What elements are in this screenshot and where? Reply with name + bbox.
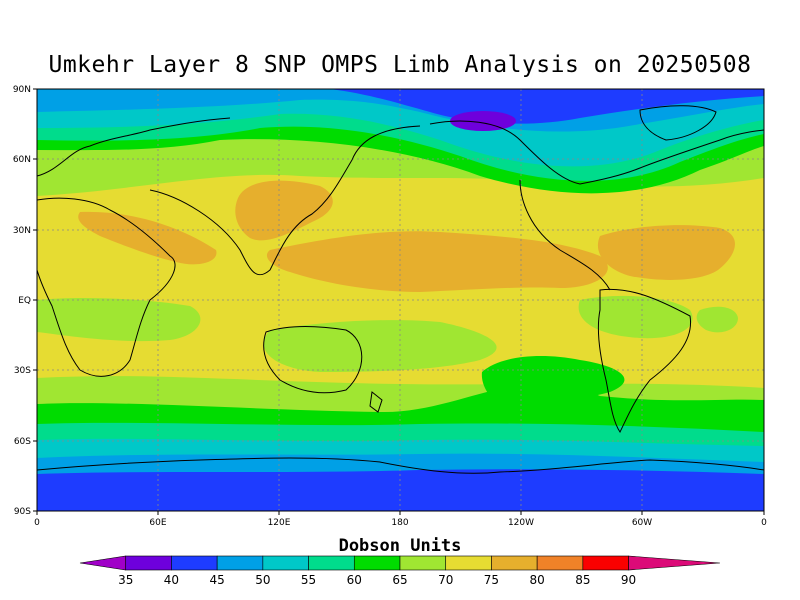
colorbar-cell	[628, 555, 721, 571]
colorbar-cell	[308, 555, 355, 571]
colorbar-cell	[445, 555, 492, 571]
blob-tropics-70-a	[37, 298, 201, 342]
colorbar: 35 40 45 50 55 60 65 70 75 80 85 90	[79, 555, 721, 587]
colorbar-tick-label: 50	[255, 573, 270, 587]
lon-tick-label: 120E	[268, 518, 291, 528]
colorbar-tick-label: 45	[210, 573, 225, 587]
blob-south-pacific-65	[481, 356, 625, 414]
blob-tropics-70-b	[578, 295, 693, 339]
colorbar-tick-label: 75	[484, 573, 499, 587]
colorbar-tick-label: 80	[530, 573, 545, 587]
lat-tick-label: 90S	[14, 507, 31, 517]
colorbar-tick-label: 35	[118, 573, 133, 587]
colorbar-tick-label: 90	[621, 573, 636, 587]
blob-atlantic-80	[78, 211, 217, 265]
lon-tick-label: 180	[391, 518, 408, 528]
band-south-45	[37, 469, 764, 511]
blob-asia-80	[235, 180, 333, 241]
band-north-45	[330, 89, 764, 124]
colorbar-cell	[582, 555, 629, 571]
colorbar-tick-label: 70	[438, 573, 453, 587]
coast-south-america	[597, 288, 692, 433]
blob-pacific-80	[266, 231, 608, 292]
colorbar-tick-label: 60	[347, 573, 362, 587]
coast-greenland	[639, 105, 717, 141]
tick-marks	[33, 88, 765, 515]
coast-australia	[263, 326, 363, 394]
blob-north-pacific-40	[450, 111, 516, 131]
colorbar-cell	[536, 555, 584, 571]
colorbar-cell	[399, 555, 447, 571]
blob-tropics-70-c	[696, 306, 738, 333]
coast-antarctica	[37, 457, 764, 474]
coast-nz	[369, 391, 383, 413]
lon-tick-label: 60W	[632, 518, 652, 528]
lat-tick-label: 30N	[13, 226, 31, 236]
coast-africa	[37, 197, 176, 377]
colorbar-cell	[125, 555, 172, 571]
blob-south-pacific-70	[263, 320, 497, 372]
colorbar-tick-label: 40	[164, 573, 179, 587]
lon-tick-label: 60E	[149, 518, 166, 528]
coast-north-america	[429, 120, 764, 291]
lon-tick-label: 0	[34, 518, 40, 528]
colorbar-tick-label: 85	[575, 573, 590, 587]
lat-tick-label: EQ	[18, 296, 31, 306]
colorbar-tick-label: 65	[392, 573, 407, 587]
coast-asia	[149, 125, 421, 276]
colorbar-label: Dobson Units	[338, 536, 462, 556]
lat-tick-label: 60S	[14, 437, 31, 447]
colorbar-tick-label: 55	[301, 573, 316, 587]
lat-tick-label: 60N	[13, 155, 31, 165]
colorbar-cell	[491, 555, 538, 571]
colorbar-cell	[216, 555, 264, 571]
blob-carib-80	[597, 225, 735, 280]
colorbar-cell	[262, 555, 309, 571]
coast-europe	[37, 117, 231, 177]
lon-tick-label: 0	[761, 518, 767, 528]
ozone-field	[37, 89, 764, 511]
chart-title: Umkehr Layer 8 SNP OMPS Limb Analysis on…	[48, 52, 752, 78]
colorbar-cell	[353, 555, 401, 571]
colorbar-cell	[171, 555, 218, 571]
colorbar-cell	[79, 555, 127, 571]
lat-tick-label: 30S	[14, 366, 31, 376]
gridlines	[37, 89, 764, 511]
coastlines	[37, 105, 764, 474]
lat-tick-label: 90N	[13, 85, 31, 95]
lon-tick-label: 120W	[508, 518, 534, 528]
